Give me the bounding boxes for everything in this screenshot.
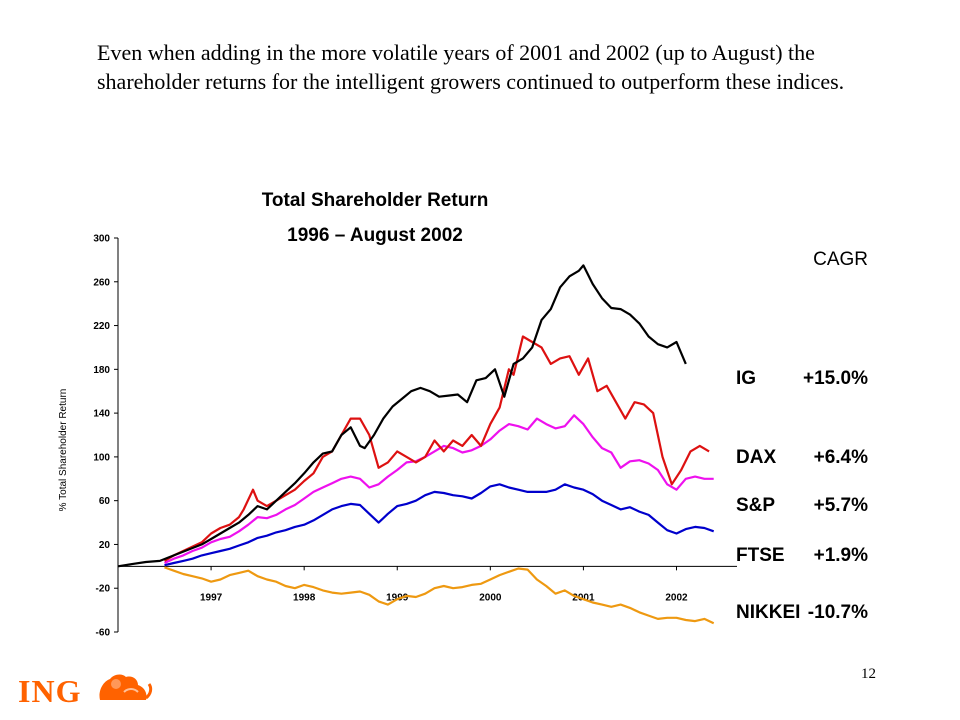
y-tick-label: 300 — [93, 234, 110, 245]
legend-title: CAGR — [813, 249, 868, 270]
legend-series-name: S&P — [736, 495, 775, 516]
legend-series-cagr: -10.7% — [808, 602, 868, 623]
x-tick-label: 2000 — [479, 592, 502, 603]
series-line-sp — [164, 414, 714, 564]
x-tick-label: 2002 — [665, 592, 688, 603]
y-axis-label: % Total Shareholder Return — [58, 389, 69, 512]
chart-subtitle: 1996 – August 2002 — [287, 225, 463, 246]
x-tick-label: 2001 — [572, 592, 595, 603]
y-tick-label: 140 — [93, 409, 110, 420]
y-tick-label: -20 — [96, 584, 111, 595]
y-tick-label: 220 — [93, 321, 110, 332]
y-tick-label: 260 — [93, 277, 110, 288]
legend-series-cagr: +6.4% — [814, 447, 869, 468]
y-tick-label: 60 — [99, 496, 111, 507]
legend-series-name: DAX — [736, 447, 776, 468]
y-tick-label: 20 — [99, 540, 111, 551]
chart-title: Total Shareholder Return — [261, 190, 489, 211]
series-line-ig — [117, 264, 687, 568]
legend-series-cagr: +15.0% — [803, 368, 868, 389]
y-tick-label: -60 — [96, 628, 111, 639]
series-line-dax — [163, 335, 710, 562]
x-tick-label: 1998 — [293, 592, 316, 603]
legend-series-name: NIKKEI — [736, 602, 800, 623]
x-tick-label: 1999 — [386, 592, 409, 603]
y-tick-label: 180 — [93, 365, 110, 376]
legend-series-name: FTSE — [736, 545, 785, 566]
y-tick-label: 100 — [93, 452, 110, 463]
intro-text: Even when adding in the more volatile ye… — [97, 40, 845, 94]
logo-text: ING — [18, 673, 82, 709]
lion-icon — [99, 674, 153, 700]
series-line-ftse — [164, 483, 715, 567]
x-tick-label: 1997 — [200, 592, 223, 603]
series-line-nikkei — [164, 566, 715, 625]
legend-series-name: IG — [736, 368, 756, 389]
legend-series-cagr: +5.7% — [814, 495, 869, 516]
legend-series-cagr: +1.9% — [814, 545, 869, 566]
page-number: 12 — [861, 666, 876, 682]
